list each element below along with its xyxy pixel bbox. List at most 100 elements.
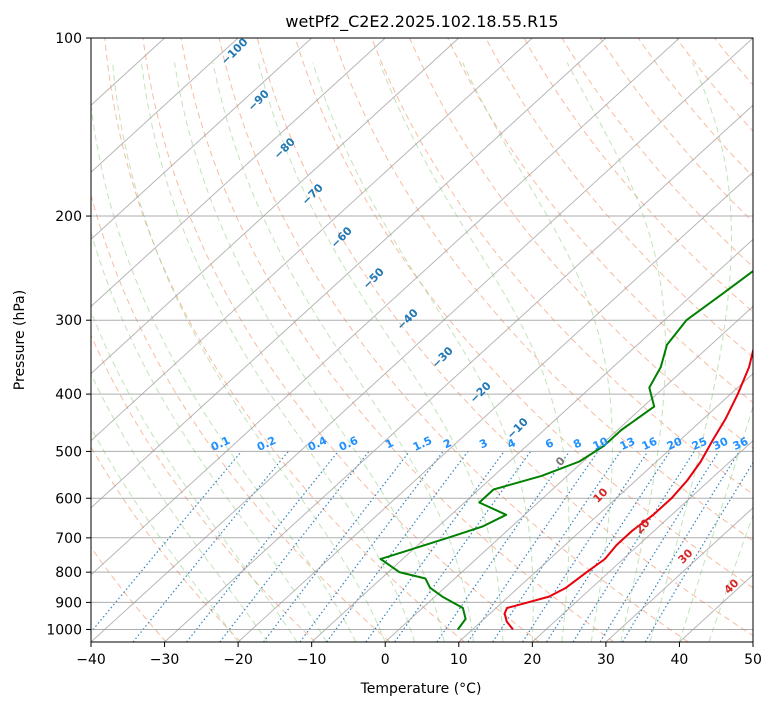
dry-adiabat-label: −50 xyxy=(360,265,387,292)
y-tick-label: 900 xyxy=(55,595,82,611)
mixing-ratio-label: 0.6 xyxy=(337,434,360,454)
dry-adiabat-line xyxy=(332,38,753,542)
x-tick-label: 20 xyxy=(523,652,541,668)
dry-adiabat-line xyxy=(91,193,391,642)
y-axis-title: Pressure (hPa) xyxy=(12,290,28,390)
dry-adiabat-label: −60 xyxy=(328,224,355,251)
mixing-ratio-label: 1.5 xyxy=(411,434,434,454)
dry-adiabat-line xyxy=(714,38,753,86)
x-tick-label: 0 xyxy=(381,652,390,668)
mixing-ratio-line xyxy=(91,451,242,634)
dry-adiabat-line xyxy=(371,38,753,495)
mixing-ratio-line xyxy=(622,451,740,642)
dry-adiabat-label: −30 xyxy=(429,344,456,371)
dry-adiabat-label: −70 xyxy=(299,181,326,208)
mixing-ratio-label: 30 xyxy=(711,435,731,453)
plot-frame xyxy=(90,37,754,643)
dry-adiabat-line xyxy=(91,446,242,642)
y-tick-label: 500 xyxy=(55,444,82,460)
isotherm-line xyxy=(91,38,680,576)
mixing-ratio-label: 3 xyxy=(477,436,489,451)
mixing-ratio-line xyxy=(365,451,505,642)
moist-adiabat-line xyxy=(140,62,416,642)
x-tick-label: 10 xyxy=(450,652,468,668)
mixing-ratio-label: 1 xyxy=(383,436,395,451)
dry-adiabat-line xyxy=(523,38,753,313)
moist-adiabat-line xyxy=(379,62,570,642)
dry-adiabat-line xyxy=(294,38,753,589)
isotherm-line xyxy=(531,439,753,642)
temperature-profile-line xyxy=(503,346,753,631)
x-axis-title: Temperature (°C) xyxy=(360,681,482,697)
moist-adiabat-line xyxy=(566,62,667,642)
isotherm-line xyxy=(91,38,313,241)
x-axis: −40 −30 −20 −10 0 10 20 30 40 50 xyxy=(76,642,762,668)
mixing-ratio-line xyxy=(219,451,370,642)
isotherm-line xyxy=(91,38,386,308)
dry-adiabat-line xyxy=(142,38,540,642)
mixing-ratio-label: 16 xyxy=(640,435,660,453)
mixing-ratio-label: 0.1 xyxy=(209,434,232,454)
isotherm-line xyxy=(311,238,753,642)
dry-adiabat-line xyxy=(561,38,753,268)
isotherm-line xyxy=(164,104,753,642)
isotherm-line xyxy=(384,305,753,642)
mixing-ratio-line xyxy=(599,451,720,642)
dry-adiabat-line xyxy=(180,38,614,642)
grid xyxy=(91,38,753,642)
y-tick-label: 800 xyxy=(55,565,82,581)
x-tick-label: −30 xyxy=(150,652,180,668)
dry-adiabat-line xyxy=(91,333,316,642)
mixing-ratio-label: 36 xyxy=(731,435,751,453)
mixing-ratio-line xyxy=(644,461,753,642)
dry-adiabat-line xyxy=(409,38,753,449)
mixing-ratio-line xyxy=(572,451,695,642)
isotherm-line xyxy=(605,507,753,642)
isotherm-line xyxy=(237,171,753,642)
y-tick-label: 300 xyxy=(55,313,82,329)
dry-adiabat-label: −20 xyxy=(467,379,494,406)
mixing-ratio-label: 20 xyxy=(665,435,685,453)
moist-adiabat-line xyxy=(708,513,753,642)
mixing-ratio-line xyxy=(132,451,289,642)
mixing-ratio-line xyxy=(326,451,469,642)
mixing-ratio-label: 10 xyxy=(591,435,611,453)
mixing-ratio-line xyxy=(394,451,532,642)
mixing-ratio-line xyxy=(186,451,339,642)
moist-adiabat-line xyxy=(257,62,504,642)
x-tick-label: −40 xyxy=(76,652,106,668)
x-tick-label: −20 xyxy=(223,652,253,668)
y-tick-label: 1000 xyxy=(46,622,82,638)
x-tick-label: 50 xyxy=(744,652,762,668)
isotherm-line xyxy=(91,38,533,442)
moist-adiabat-line xyxy=(312,62,534,642)
moist-adiabat-line xyxy=(462,62,613,642)
mixing-ratio-label: 25 xyxy=(690,435,709,453)
moist-adiabat-line xyxy=(91,101,357,642)
moist-adiabat-line xyxy=(174,62,445,642)
profiles xyxy=(379,269,753,631)
y-tick-label: 700 xyxy=(55,531,82,547)
isotherm-line xyxy=(91,38,753,642)
y-tick-label: 200 xyxy=(55,209,82,225)
isotherm-line xyxy=(91,38,607,509)
mixing-ratio-line xyxy=(436,451,570,642)
y-axis: 100 200 300 400 500 600 700 800 900 1000 xyxy=(46,31,91,638)
moist-adiabat-line xyxy=(212,62,474,642)
moist-adiabat-line xyxy=(112,62,386,642)
mixing-ratio-label: 13 xyxy=(618,435,637,453)
y-tick-label: 600 xyxy=(55,491,82,507)
moist-adiabat-label: 10 xyxy=(591,485,611,505)
moist-adiabat-line xyxy=(91,310,298,642)
mixing-ratio-line xyxy=(263,451,410,642)
isotherm-line xyxy=(91,38,239,173)
mixing-ratio-line xyxy=(521,451,649,642)
dry-adiabat-line xyxy=(104,38,465,642)
dry-adiabat-line xyxy=(637,38,753,178)
moist-adiabat-line xyxy=(91,230,327,642)
x-tick-label: 30 xyxy=(597,652,615,668)
dry-adiabat-label: −80 xyxy=(271,135,298,162)
moist-adiabat-line xyxy=(678,404,753,642)
y-tick-label: 100 xyxy=(55,31,82,47)
